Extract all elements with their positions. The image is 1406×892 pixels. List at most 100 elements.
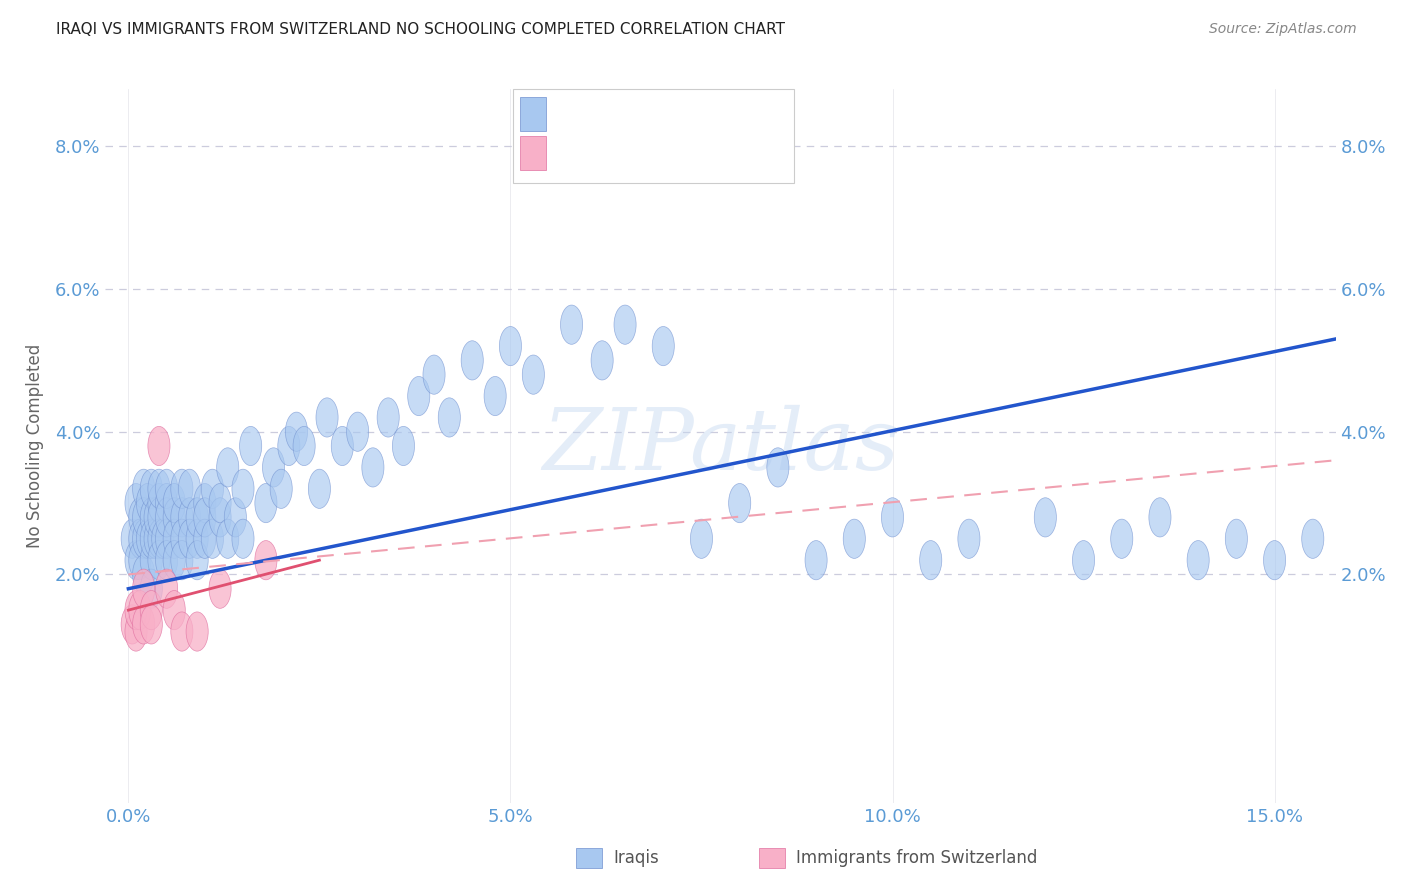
Ellipse shape: [652, 326, 675, 366]
Ellipse shape: [1035, 498, 1056, 537]
Ellipse shape: [163, 519, 186, 558]
Ellipse shape: [148, 541, 170, 580]
Text: Source: ZipAtlas.com: Source: ZipAtlas.com: [1209, 22, 1357, 37]
Ellipse shape: [125, 612, 148, 651]
Ellipse shape: [484, 376, 506, 416]
Ellipse shape: [141, 569, 162, 608]
Ellipse shape: [141, 591, 162, 630]
Ellipse shape: [194, 498, 217, 537]
Ellipse shape: [882, 498, 904, 537]
Ellipse shape: [920, 541, 942, 580]
Ellipse shape: [232, 519, 254, 558]
Text: N =: N =: [655, 145, 695, 163]
Ellipse shape: [690, 519, 713, 558]
Ellipse shape: [129, 541, 150, 580]
Ellipse shape: [148, 469, 170, 508]
Ellipse shape: [377, 398, 399, 437]
Ellipse shape: [170, 541, 193, 580]
Ellipse shape: [136, 483, 159, 523]
Ellipse shape: [591, 341, 613, 380]
Ellipse shape: [423, 355, 446, 394]
Ellipse shape: [125, 483, 148, 523]
Ellipse shape: [408, 376, 430, 416]
Ellipse shape: [209, 569, 231, 608]
Ellipse shape: [263, 448, 284, 487]
Ellipse shape: [1073, 541, 1095, 580]
Ellipse shape: [129, 498, 150, 537]
Ellipse shape: [217, 519, 239, 558]
Ellipse shape: [141, 541, 162, 580]
Ellipse shape: [186, 541, 208, 580]
Ellipse shape: [316, 398, 337, 437]
Text: 98: 98: [686, 103, 709, 120]
Ellipse shape: [156, 498, 177, 537]
Ellipse shape: [499, 326, 522, 366]
Ellipse shape: [170, 519, 193, 558]
Ellipse shape: [186, 498, 208, 537]
Ellipse shape: [201, 519, 224, 558]
Text: R =: R =: [557, 145, 596, 163]
Ellipse shape: [136, 519, 159, 558]
Text: 0.177: 0.177: [588, 145, 640, 163]
Ellipse shape: [156, 469, 177, 508]
Ellipse shape: [186, 612, 208, 651]
Ellipse shape: [125, 541, 148, 580]
Ellipse shape: [844, 519, 865, 558]
Ellipse shape: [239, 426, 262, 466]
Ellipse shape: [461, 341, 484, 380]
Ellipse shape: [141, 519, 162, 558]
Ellipse shape: [121, 519, 143, 558]
Ellipse shape: [143, 498, 166, 537]
Ellipse shape: [125, 591, 148, 630]
Ellipse shape: [766, 448, 789, 487]
Ellipse shape: [392, 426, 415, 466]
Ellipse shape: [148, 426, 170, 466]
Ellipse shape: [225, 498, 246, 537]
Ellipse shape: [1264, 541, 1285, 580]
Ellipse shape: [163, 498, 186, 537]
Ellipse shape: [148, 519, 170, 558]
Ellipse shape: [292, 426, 315, 466]
Ellipse shape: [254, 541, 277, 580]
Ellipse shape: [141, 469, 162, 508]
Ellipse shape: [209, 498, 231, 537]
Ellipse shape: [270, 469, 292, 508]
Ellipse shape: [156, 569, 177, 608]
Ellipse shape: [232, 469, 254, 508]
Ellipse shape: [361, 448, 384, 487]
Ellipse shape: [194, 483, 217, 523]
Ellipse shape: [806, 541, 827, 580]
Ellipse shape: [194, 519, 217, 558]
Ellipse shape: [121, 605, 143, 644]
Ellipse shape: [170, 469, 193, 508]
Text: R =: R =: [557, 103, 596, 120]
Ellipse shape: [132, 469, 155, 508]
Ellipse shape: [156, 483, 177, 523]
Ellipse shape: [132, 519, 155, 558]
Text: Immigrants from Switzerland: Immigrants from Switzerland: [796, 849, 1038, 867]
Ellipse shape: [332, 426, 353, 466]
Ellipse shape: [163, 591, 186, 630]
Ellipse shape: [132, 555, 155, 594]
Ellipse shape: [217, 448, 239, 487]
Ellipse shape: [170, 498, 193, 537]
Ellipse shape: [132, 605, 155, 644]
Ellipse shape: [209, 483, 231, 523]
Text: 15: 15: [686, 145, 709, 163]
Ellipse shape: [141, 605, 162, 644]
Ellipse shape: [143, 519, 166, 558]
Ellipse shape: [1302, 519, 1324, 558]
Text: ZIPatlas: ZIPatlas: [541, 405, 900, 487]
Ellipse shape: [957, 519, 980, 558]
Text: N =: N =: [655, 103, 695, 120]
Ellipse shape: [148, 483, 170, 523]
Text: 0.437: 0.437: [588, 103, 640, 120]
Ellipse shape: [179, 469, 201, 508]
Ellipse shape: [163, 541, 186, 580]
Ellipse shape: [728, 483, 751, 523]
Ellipse shape: [254, 483, 277, 523]
Ellipse shape: [148, 498, 170, 537]
Ellipse shape: [1149, 498, 1171, 537]
Ellipse shape: [179, 519, 201, 558]
Ellipse shape: [285, 412, 308, 451]
